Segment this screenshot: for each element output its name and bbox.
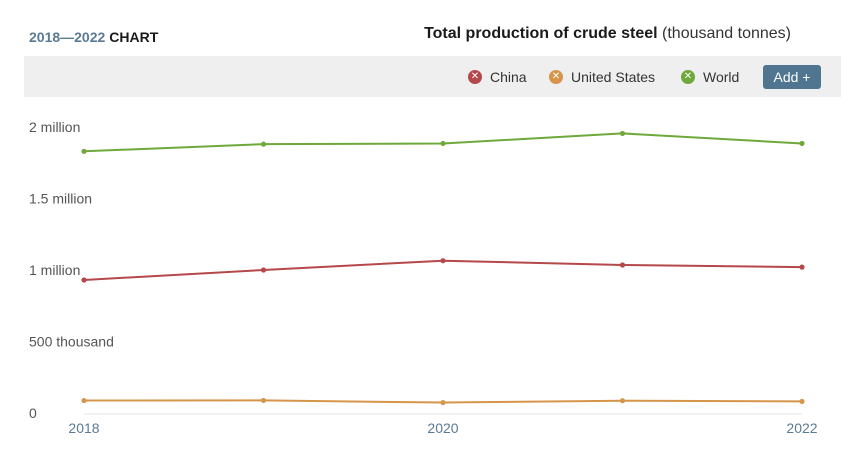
legend-label-united-states: United States (571, 69, 656, 85)
data-point-world[interactable] (440, 140, 446, 147)
time-range-years: 2018—2022 (29, 29, 106, 45)
legend-label-china: China (490, 69, 527, 85)
data-point-world[interactable] (81, 148, 87, 154)
data-point-china[interactable] (440, 258, 446, 264)
chart-title-main: Total production of crude steel (424, 25, 658, 42)
add-country-button[interactable]: Add + (763, 65, 821, 89)
data-point-world[interactable] (619, 130, 626, 137)
y-tick-label: 1.5 million (29, 191, 92, 207)
legend-item-united-states[interactable]: ✕ United States (549, 69, 655, 85)
time-range-label: 2018—2022 CHART (29, 29, 158, 45)
chart-title: Total production of crude steel (thousan… (424, 25, 791, 43)
close-icon[interactable]: ✕ (549, 70, 563, 84)
legend-item-world[interactable]: ✕ World (681, 69, 739, 85)
x-tick-label: 2018 (68, 420, 99, 436)
data-point-united-states[interactable] (619, 398, 626, 404)
chart-tab-label[interactable]: CHART (109, 29, 159, 45)
data-point-world[interactable] (799, 140, 805, 147)
close-icon[interactable]: ✕ (681, 70, 695, 84)
legend-bar: ✕ China ✕ United States ✕ World Add + (24, 56, 841, 97)
series-line-china[interactable] (83, 259, 803, 282)
legend-item-china[interactable]: ✕ China (468, 69, 527, 85)
close-icon[interactable]: ✕ (468, 70, 482, 84)
data-point-china[interactable] (81, 277, 87, 283)
x-tick-label: 2020 (427, 420, 458, 436)
chart-title-unit: (thousand tonnes) (662, 25, 791, 42)
y-tick-label: 0 (29, 405, 37, 421)
data-point-united-states[interactable] (440, 399, 446, 406)
data-point-china[interactable] (799, 264, 805, 270)
y-tick-label: 500 thousand (29, 334, 114, 350)
x-tick-label: 2022 (786, 420, 817, 436)
legend-label-world: World (703, 69, 740, 85)
data-point-china[interactable] (619, 262, 626, 268)
data-point-united-states[interactable] (260, 397, 267, 404)
chart-header: 2018—2022 CHART Total production of crude… (0, 0, 848, 56)
data-point-united-states[interactable] (81, 397, 87, 404)
data-point-world[interactable] (260, 141, 267, 147)
y-tick-label: 2 million (29, 119, 80, 135)
y-tick-label: 1 million (29, 262, 80, 278)
data-point-united-states[interactable] (799, 398, 805, 405)
data-point-china[interactable] (260, 267, 267, 273)
